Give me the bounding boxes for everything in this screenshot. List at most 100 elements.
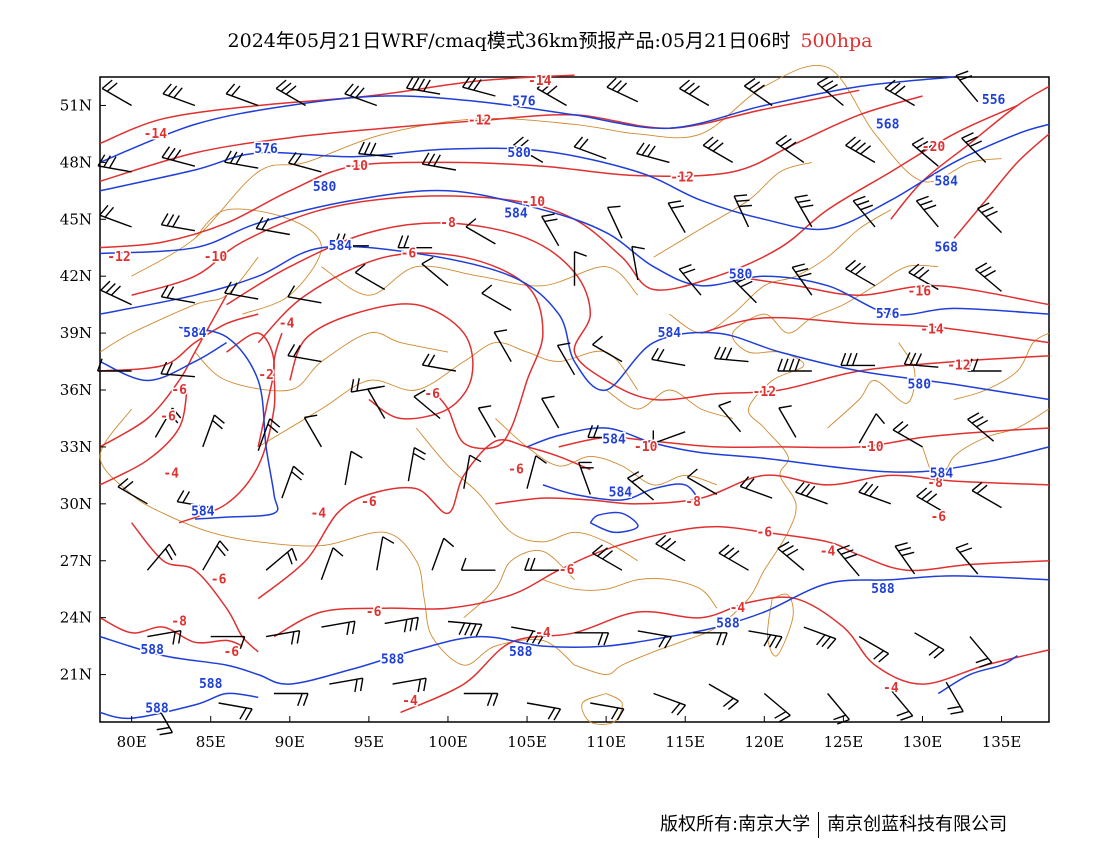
isotherm-label: -6 bbox=[756, 525, 772, 540]
border-line bbox=[542, 578, 718, 609]
wind-barb bbox=[512, 136, 544, 164]
wind-barb bbox=[655, 534, 686, 562]
isotherm-label: -10 bbox=[634, 440, 658, 455]
wind-barb bbox=[794, 194, 814, 228]
wind-barb bbox=[971, 481, 1002, 509]
isotherm-line bbox=[732, 275, 1050, 306]
isotherm-label: -6 bbox=[559, 563, 575, 578]
lon-tick-label: 80E bbox=[117, 733, 147, 751]
wind-barb bbox=[911, 137, 939, 167]
wind-barb bbox=[281, 465, 304, 499]
height-contour-line bbox=[99, 189, 1050, 316]
height-contour-label: 584 bbox=[609, 485, 633, 500]
wind-barb bbox=[894, 542, 916, 575]
wind-barb bbox=[421, 256, 449, 287]
wind-barb bbox=[176, 490, 211, 509]
wind-barb bbox=[836, 544, 860, 577]
wind-barb bbox=[713, 346, 749, 363]
wind-barb bbox=[161, 146, 196, 167]
height-contour-label: 568 bbox=[934, 241, 958, 256]
wind-barb bbox=[708, 683, 739, 710]
isotherm-line bbox=[495, 474, 1050, 505]
wind-barb bbox=[275, 79, 306, 107]
wind-barb bbox=[321, 620, 356, 636]
wind-barb bbox=[462, 76, 496, 97]
border-line bbox=[463, 550, 575, 619]
height-contour-label: 588 bbox=[871, 582, 895, 597]
border-line bbox=[827, 342, 916, 429]
wind-barb bbox=[421, 152, 457, 171]
wind-barb bbox=[556, 342, 576, 376]
wind-barb bbox=[652, 430, 686, 445]
isotherm-label: -4 bbox=[730, 601, 746, 616]
wind-barb bbox=[969, 636, 993, 668]
wind-barb bbox=[966, 358, 1002, 372]
wind-barb bbox=[637, 630, 672, 649]
lat-tick-label: 39N bbox=[60, 324, 92, 342]
isotherm-label: -14 bbox=[528, 74, 552, 89]
wind-barb bbox=[334, 233, 369, 247]
wind-barb bbox=[667, 200, 686, 233]
height-contour-label: 568 bbox=[876, 117, 900, 132]
wind-barb bbox=[653, 692, 687, 716]
height-contour-line bbox=[99, 575, 1050, 685]
wind-barb bbox=[718, 400, 742, 433]
isotherm-label: -6 bbox=[401, 246, 417, 261]
isotherm-label: -4 bbox=[402, 694, 418, 709]
wind-barb bbox=[858, 481, 892, 505]
wind-barb bbox=[447, 620, 483, 637]
lon-tick-label: 105E bbox=[507, 733, 547, 751]
wind-barb bbox=[344, 450, 363, 486]
wind-barb bbox=[845, 136, 876, 164]
isotherm-line bbox=[99, 617, 243, 647]
wind-barb bbox=[288, 151, 322, 173]
wind-barb bbox=[945, 681, 964, 715]
isotherm-label: -12 bbox=[753, 385, 776, 400]
wind-barb bbox=[265, 547, 298, 571]
lat-tick-label: 27N bbox=[60, 552, 92, 570]
wind-barb bbox=[526, 455, 547, 489]
isotherm-line bbox=[178, 332, 283, 524]
contour-labels: -14 -14 -12 -12 -12 -10 -10 -10 -8 -6 -4 -2 -6 -6 -6 -4… bbox=[106, 72, 1007, 718]
wind-barb bbox=[354, 263, 386, 291]
wind-barb bbox=[100, 280, 132, 306]
isotherm-label: -14 bbox=[920, 322, 944, 337]
isotherm-line bbox=[700, 316, 1050, 344]
lat-tick-label: 21N bbox=[60, 666, 92, 684]
height-contour-label: 588 bbox=[716, 616, 740, 631]
axis-ticks: 80E 85E 90E 95E 100E 105E 110E 115E 120E 125E 130E… bbox=[60, 96, 1022, 751]
wind-barb bbox=[763, 692, 791, 723]
wind-barb bbox=[914, 632, 945, 659]
height-contour-line bbox=[937, 654, 1018, 695]
isotherm-line bbox=[289, 303, 474, 420]
isotherm-label: -10 bbox=[344, 159, 368, 174]
wind-barb bbox=[743, 77, 773, 107]
wind-barb bbox=[775, 134, 805, 163]
map-frame bbox=[99, 76, 1050, 723]
wind-barb bbox=[592, 544, 623, 571]
wind-barb bbox=[524, 557, 559, 571]
height-contour-line bbox=[99, 692, 259, 720]
wind-barb bbox=[955, 542, 979, 575]
isotherm-line bbox=[99, 74, 575, 145]
border-line bbox=[605, 389, 733, 419]
isotherm-label: -6 bbox=[424, 387, 440, 402]
wind-barb bbox=[407, 446, 426, 482]
lat-tick-label: 33N bbox=[60, 438, 92, 456]
height-contour-label: 588 bbox=[509, 645, 533, 660]
wind-barb bbox=[541, 213, 560, 247]
border-line bbox=[99, 256, 259, 353]
wind-barb bbox=[367, 386, 386, 419]
border-line bbox=[99, 408, 575, 666]
wind-barb bbox=[955, 70, 979, 103]
lon-tick-label: 85E bbox=[196, 733, 226, 751]
height-contour-label: 584 bbox=[329, 239, 353, 254]
height-contour-label: 584 bbox=[934, 174, 958, 189]
wind-barb bbox=[96, 358, 132, 372]
chart-title: 2024年05月21日WRF/cmaq模式36km预报产品:05月21日06时 5… bbox=[0, 26, 1100, 53]
isotherm-label: -4 bbox=[310, 506, 326, 521]
isotherm-label: -6 bbox=[171, 383, 187, 398]
wind-barb bbox=[916, 487, 947, 514]
wind-barb bbox=[693, 632, 728, 646]
